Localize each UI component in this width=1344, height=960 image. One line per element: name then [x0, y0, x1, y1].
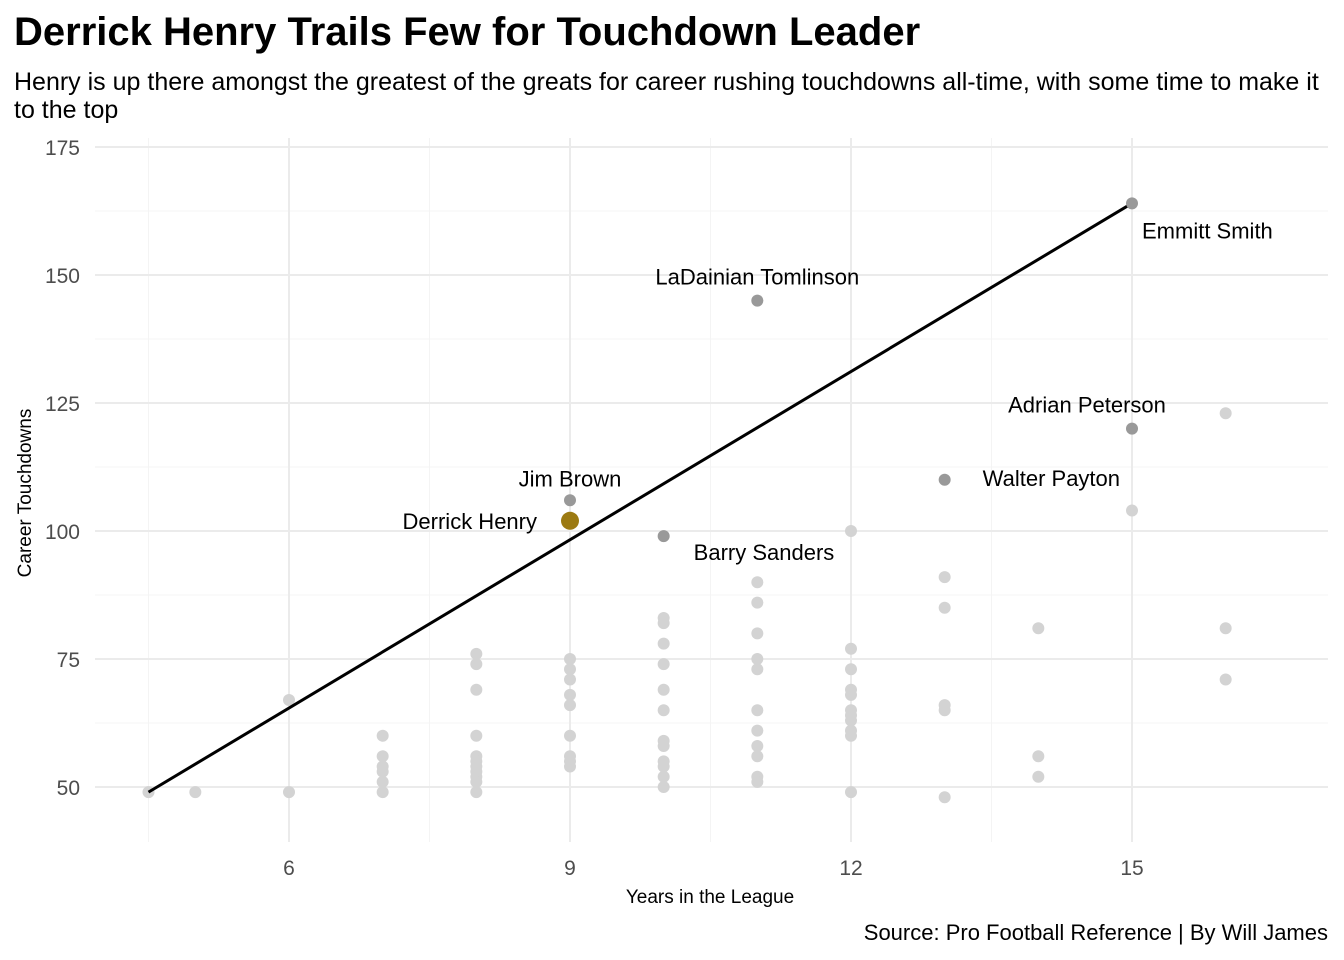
data-point	[376, 765, 389, 778]
y-tick-label-150: 150	[45, 265, 80, 288]
label-emmitt-smith: Emmitt Smith	[1142, 218, 1273, 243]
data-point	[657, 781, 670, 793]
data-point	[1032, 750, 1045, 763]
data-point	[189, 786, 202, 799]
point-derrick-henry	[561, 511, 579, 530]
y-tick-label-125: 125	[45, 393, 80, 416]
point-labels: Emmitt Smith LaDainian Tomlinson Adrian Pe…	[403, 218, 1273, 565]
data-point	[751, 653, 764, 665]
data-point	[470, 786, 483, 799]
data-point	[938, 704, 951, 717]
y-axis-ticks: 50 75 100 125 150 175	[45, 137, 80, 800]
data-point	[564, 673, 576, 686]
y-axis-title: Career Touchdowns	[15, 409, 36, 578]
data-point	[751, 596, 764, 609]
data-point	[1032, 622, 1045, 635]
y-tick-label-50: 50	[57, 777, 80, 800]
grid-lines	[95, 138, 1328, 842]
data-point	[283, 693, 295, 706]
label-walter-payton: Walter Payton	[983, 466, 1120, 491]
data-point	[376, 729, 389, 742]
data-point	[751, 663, 764, 676]
x-axis-title: Years in the League	[626, 887, 794, 908]
data-point	[376, 775, 389, 788]
data-point	[657, 740, 670, 753]
data-point	[845, 786, 857, 799]
x-tick-label-9: 9	[564, 857, 576, 880]
data-point	[470, 647, 483, 660]
data-point	[1032, 770, 1045, 783]
labeled-points	[561, 197, 1138, 543]
point-barry-sanders	[657, 530, 670, 543]
point-walter-payton	[938, 473, 951, 486]
label-derrick-henry: Derrick Henry	[403, 509, 537, 534]
data-point	[751, 704, 764, 717]
data-point	[657, 637, 670, 650]
data-point	[470, 683, 483, 696]
data-point	[470, 775, 483, 788]
data-point	[564, 699, 576, 712]
data-point	[751, 775, 764, 788]
y-tick-label-75: 75	[57, 649, 80, 672]
data-point	[1219, 673, 1232, 686]
chart-subtitle: Henry is up there amongst the greatest o…	[14, 68, 1319, 124]
data-point	[564, 653, 576, 665]
data-point	[845, 714, 857, 727]
x-tick-label-12: 12	[839, 857, 862, 880]
data-point	[845, 729, 857, 742]
data-point	[657, 770, 670, 783]
data-point	[657, 617, 670, 630]
data-point	[938, 601, 951, 614]
chart-title: Derrick Henry Trails Few for Touchdown L…	[14, 10, 921, 54]
data-point	[845, 663, 857, 676]
data-point	[1126, 504, 1138, 517]
data-point	[376, 786, 389, 799]
data-point	[657, 683, 670, 696]
point-jim-brown	[564, 494, 576, 507]
x-axis-ticks: 6 9 12 15	[283, 857, 1144, 880]
source-caption: Source: Pro Football Reference | By Will…	[863, 920, 1328, 945]
point-adrian-peterson	[1126, 422, 1138, 435]
label-barry-sanders: Barry Sanders	[694, 540, 835, 565]
data-point	[564, 729, 576, 742]
data-point	[657, 658, 670, 671]
data-point	[845, 525, 857, 537]
label-ladainian-tomlinson: LaDainian Tomlinson	[655, 265, 859, 290]
data-point	[938, 791, 951, 804]
y-tick-label-175: 175	[45, 137, 80, 160]
label-adrian-peterson: Adrian Peterson	[1008, 393, 1166, 418]
data-point	[564, 760, 576, 773]
other-points	[142, 407, 1232, 804]
data-point	[751, 750, 764, 763]
data-point	[564, 688, 576, 701]
data-point	[376, 750, 389, 763]
data-point	[470, 658, 483, 671]
data-point	[470, 729, 483, 742]
x-tick-label-15: 15	[1120, 857, 1143, 880]
data-point	[938, 571, 951, 584]
y-tick-label-100: 100	[45, 521, 80, 544]
label-jim-brown: Jim Brown	[519, 466, 622, 491]
data-point	[751, 627, 764, 640]
data-point	[751, 740, 764, 753]
data-point	[283, 786, 295, 799]
data-point	[751, 576, 764, 589]
data-point	[564, 663, 576, 676]
data-point	[1219, 622, 1232, 635]
point-emmitt-smith	[1126, 197, 1138, 210]
data-point	[1219, 407, 1232, 420]
data-point	[657, 704, 670, 717]
data-point	[845, 688, 857, 701]
data-point	[845, 642, 857, 655]
trend-line	[147, 202, 1133, 794]
data-point	[751, 724, 764, 737]
point-ladainian-tomlinson	[751, 294, 764, 307]
x-tick-label-6: 6	[283, 857, 295, 880]
data-point	[657, 760, 670, 773]
